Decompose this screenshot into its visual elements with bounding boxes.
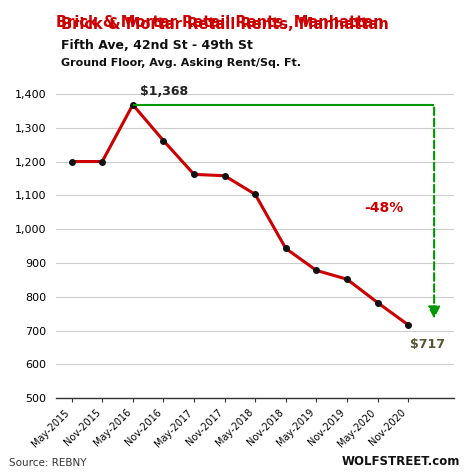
Text: Brick & Mortar Retail Rents, Manhattan: Brick & Mortar Retail Rents, Manhattan <box>56 15 384 30</box>
Text: $1,368: $1,368 <box>141 85 189 98</box>
Text: Brick & Mortar Retail Rents, Manhattan: Brick & Mortar Retail Rents, Manhattan <box>61 17 389 32</box>
Text: -48%: -48% <box>364 201 403 215</box>
Text: Fifth Ave, 42nd St - 49th St: Fifth Ave, 42nd St - 49th St <box>61 39 253 52</box>
Text: Source: REBNY: Source: REBNY <box>9 458 87 468</box>
Text: WOLFSTREET.com: WOLFSTREET.com <box>341 455 460 468</box>
Text: $717: $717 <box>409 338 445 351</box>
Text: Ground Floor, Avg. Asking Rent/Sq. Ft.: Ground Floor, Avg. Asking Rent/Sq. Ft. <box>61 58 301 68</box>
